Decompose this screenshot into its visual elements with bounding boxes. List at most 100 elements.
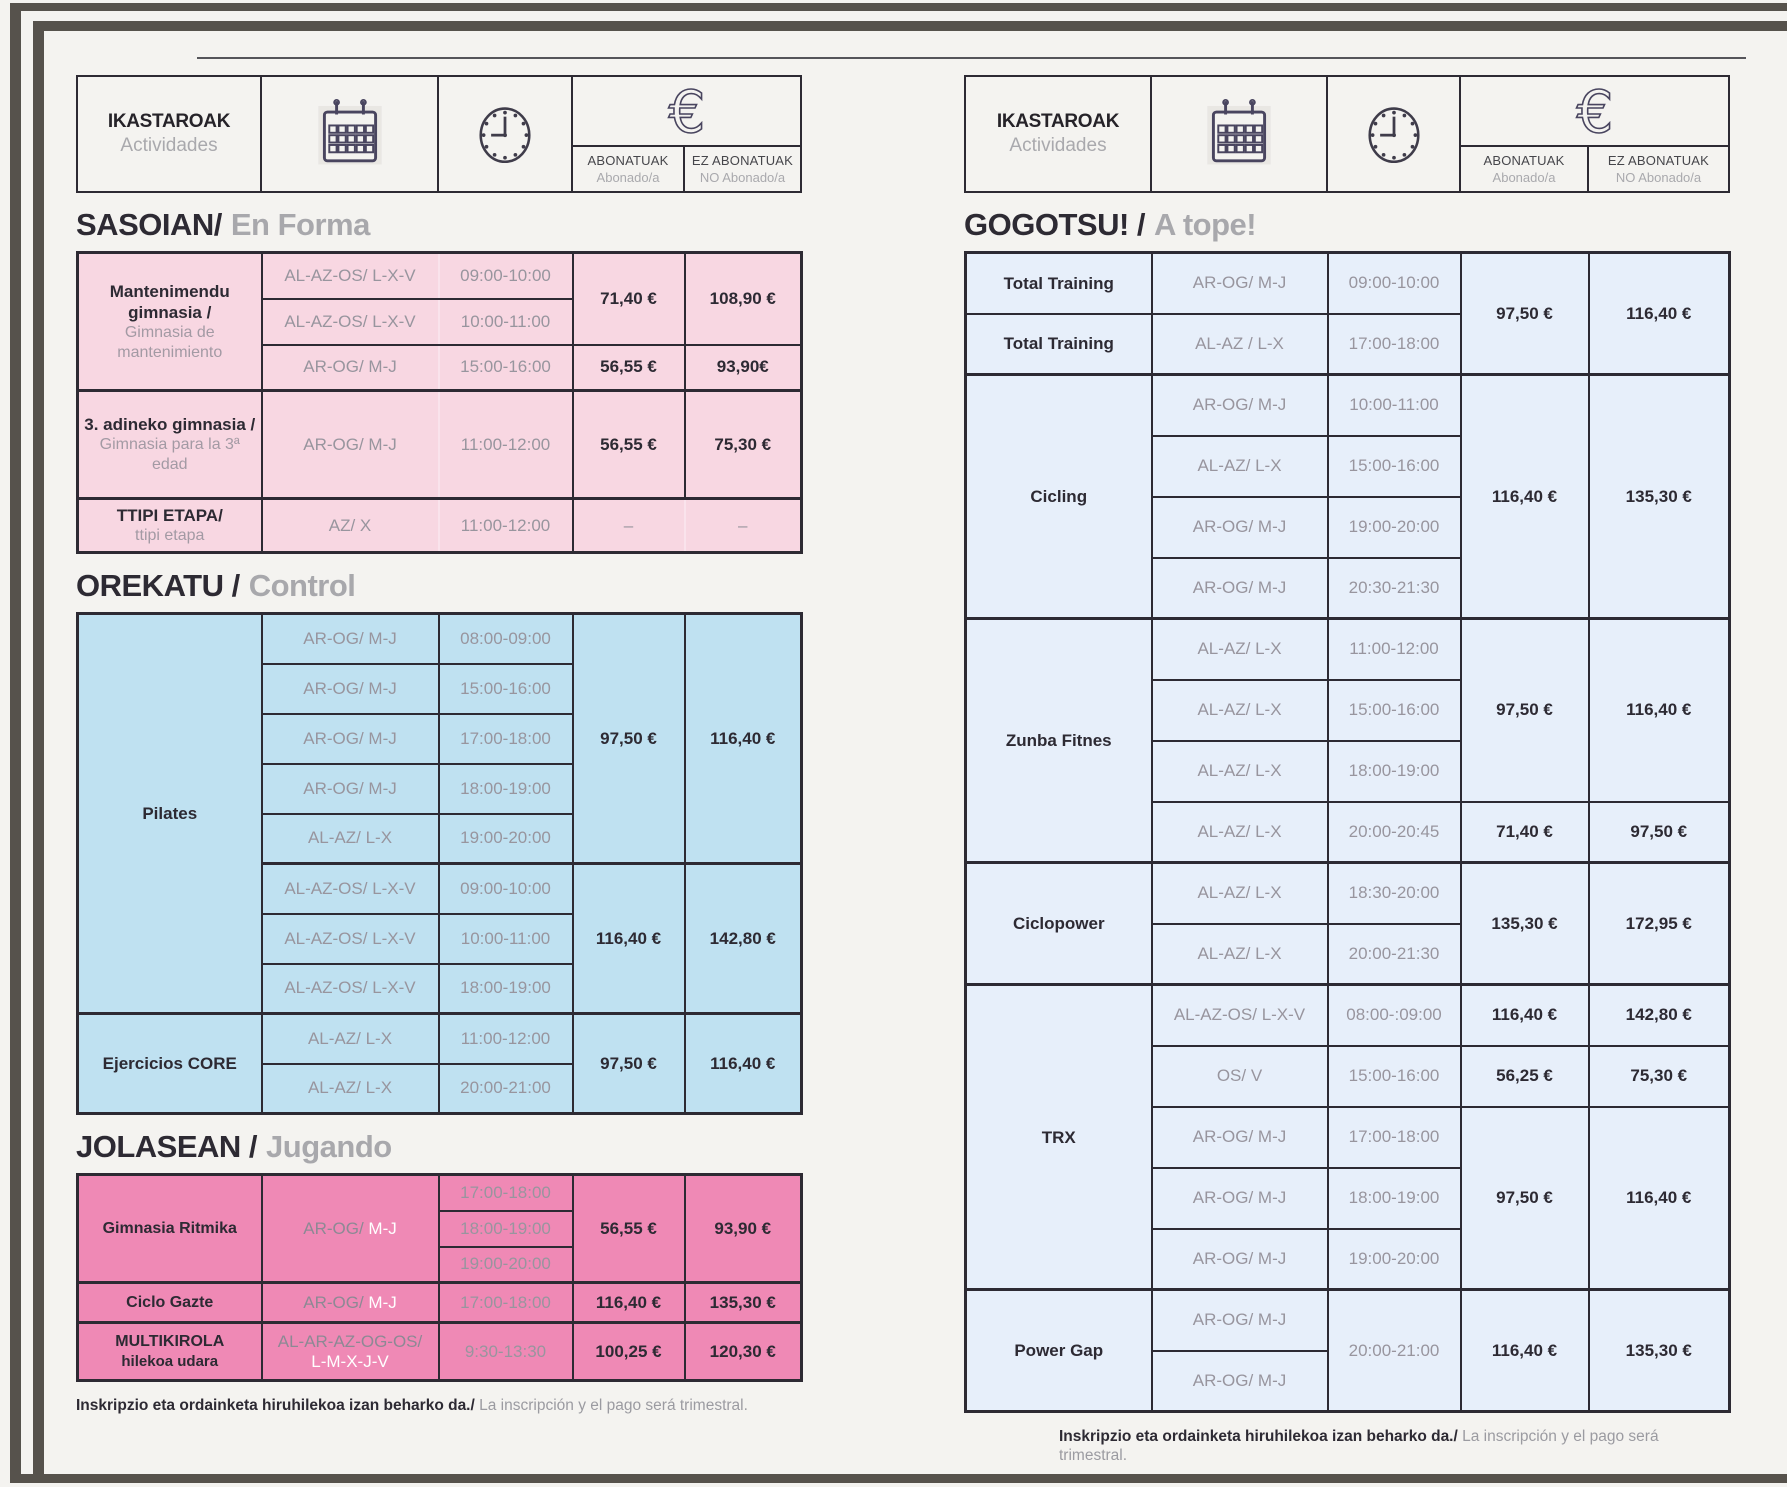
- activity-cell: TRX: [964, 983, 1153, 1291]
- days-cell: AL-AZ-OS/ L-X-V: [260, 297, 440, 346]
- days-cell: AR-OG/ M-J: [260, 662, 440, 715]
- page-subtitle: Actividades: [120, 135, 218, 156]
- time-cell: 17:00-18:00: [1326, 1105, 1462, 1169]
- activity-cell: Ejercicios CORE: [76, 1012, 263, 1115]
- activity-cell: Power Gap: [964, 1288, 1153, 1413]
- time-cell: 20:00-20:45: [1326, 800, 1462, 864]
- time-cell: 19:00-20:00: [437, 812, 574, 865]
- price-member-cell: –: [571, 497, 686, 554]
- time-cell: 18:00-19:00: [437, 762, 574, 815]
- activity-cell: Zunba Fitnes: [964, 617, 1153, 864]
- orekatu-table: Pilates AR-OG/ M-J 08:00-09:00 97,50 € 1…: [76, 612, 803, 1115]
- time-cell: 18:00-19:00: [437, 1209, 574, 1248]
- days-cell: AL-AZ/ L-X: [1150, 678, 1329, 742]
- price-member-cell: 100,25 €: [571, 1321, 686, 1382]
- days-cell: AL-AZ/ L-X: [1150, 434, 1329, 498]
- days-cell: AR-OG/ M-J: [1150, 251, 1329, 315]
- days-cell: AR-OG/ M-J: [1150, 373, 1329, 437]
- price-nonmember-cell: 142,80 €: [683, 862, 803, 1015]
- time-cell: 17:00-18:00: [437, 712, 574, 765]
- section-title-sasoian: SASOIAN/En Forma: [76, 207, 370, 242]
- days-cell: AL-AZ-OS/ L-X-V: [260, 251, 440, 300]
- member-column-header: ABONATUAK Abonado/a: [1459, 145, 1589, 193]
- page-title: IKASTAROAK: [996, 111, 1120, 132]
- price-nonmember-cell: 116,40 €: [683, 612, 803, 865]
- days-cell: AR-OG/ M-J: [260, 762, 440, 815]
- time-cell: 15:00-16:00: [1326, 434, 1462, 498]
- nonmember-column-header: EZ ABONATUAK NO Abonado/a: [1587, 145, 1730, 193]
- time-cell: 09:00-10:00: [437, 862, 574, 915]
- top-rule-line: [197, 57, 1746, 59]
- time-cell: 20:00-21:30: [1326, 922, 1462, 986]
- price-member-cell: 116,40 €: [1459, 373, 1590, 620]
- activity-cell: Pilates: [76, 612, 263, 1015]
- days-cell: AL-AZ/ L-X: [1150, 739, 1329, 803]
- price-nonmember-cell: 108,90 €: [683, 251, 803, 346]
- days-cell: AR-OG/ M-J: [260, 1281, 440, 1324]
- page-title: IKASTAROAK: [107, 111, 231, 132]
- footer-note-right: Inskripzio eta ordainketa hiruhilekoa iz…: [1059, 1428, 1659, 1464]
- time-cell: 08:00-09:00: [437, 612, 574, 665]
- time-cell: 11:00-12:00: [437, 389, 574, 500]
- days-cell: AL-AZ / L-X: [1150, 312, 1329, 376]
- price-nonmember-cell: 97,50 €: [1587, 800, 1731, 864]
- price-member-cell: 71,40 €: [571, 251, 686, 346]
- days-cell: AR-OG/ M-J: [1150, 556, 1329, 620]
- frame-left-outer: [10, 3, 21, 1483]
- price-member-cell: 56,25 €: [1459, 1044, 1590, 1108]
- clock-icon: [1367, 107, 1420, 164]
- calendar-header-cell: [1150, 75, 1328, 193]
- svg-text:€: €: [1576, 80, 1613, 142]
- time-cell: 17:00-18:00: [1326, 312, 1462, 376]
- activity-cell: Cicling: [964, 373, 1153, 620]
- euro-icon: €: [1575, 80, 1614, 142]
- time-cell: 15:00-16:00: [1326, 1044, 1462, 1108]
- price-nonmember-cell: 142,80 €: [1587, 983, 1731, 1047]
- time-cell: 20:00-21:00: [1326, 1288, 1462, 1413]
- days-cell: AL-AZ-OS/ L-X-V: [1150, 983, 1329, 1047]
- header-title-cell: IKASTAROAK Actividades: [964, 75, 1152, 193]
- time-cell: 9:30-13:30: [437, 1321, 574, 1382]
- price-nonmember-cell: 75,30 €: [683, 389, 803, 500]
- section-title-orekatu: OREKATU / Control: [76, 568, 356, 603]
- days-cell: AL-AZ/ L-X: [1150, 800, 1329, 864]
- svg-text:€: €: [668, 80, 705, 142]
- frame-left-inner: [33, 21, 44, 1475]
- activity-cell: Mantenimendu gimnasia / Gimnasia de mant…: [76, 251, 263, 392]
- price-member-cell: 56,55 €: [571, 343, 686, 392]
- price-member-cell: 97,50 €: [571, 1012, 686, 1115]
- time-cell: 08:00-:09:00: [1326, 983, 1462, 1047]
- time-cell: 11:00-12:00: [437, 1012, 574, 1065]
- time-cell: 18:00-19:00: [1326, 1166, 1462, 1230]
- page-subtitle: Actividades: [1009, 135, 1107, 156]
- time-cell: 19:00-20:00: [437, 1245, 574, 1284]
- time-cell: 10:00-11:00: [1326, 373, 1462, 437]
- days-cell: AL-AZ/ L-X: [1150, 861, 1329, 925]
- price-nonmember-cell: 116,40 €: [1587, 251, 1731, 376]
- member-column-header: ABONATUAK Abonado/a: [571, 145, 685, 193]
- time-cell: 18:00-19:00: [1326, 739, 1462, 803]
- left-header-table: IKASTAROAK Actividades: [76, 75, 802, 193]
- days-cell: AL-AZ-OS/ L-X-V: [260, 962, 440, 1015]
- clock-header-cell: [1326, 75, 1461, 193]
- days-cell: AR-OG/ M-J: [260, 712, 440, 765]
- days-cell: AL-AZ/ L-X: [1150, 922, 1329, 986]
- price-nonmember-cell: 135,30 €: [1587, 373, 1731, 620]
- price-member-cell: 116,40 €: [1459, 983, 1590, 1047]
- time-cell: 15:00-16:00: [437, 343, 574, 392]
- days-cell: AR-OG/ M-J: [1150, 1288, 1329, 1352]
- days-cell: AL-AZ/ L-X: [1150, 617, 1329, 681]
- time-cell: 11:00-12:00: [437, 497, 574, 554]
- days-cell: OS/ V: [1150, 1044, 1329, 1108]
- time-cell: 19:00-20:00: [1326, 1227, 1462, 1291]
- section-title-gogotsu: GOGOTSU! / A tope!: [964, 207, 1257, 242]
- time-cell: 09:00-10:00: [1326, 251, 1462, 315]
- price-member-cell: 135,30 €: [1459, 861, 1590, 986]
- time-cell: 17:00-18:00: [437, 1173, 574, 1212]
- activity-cell: Total Training: [964, 251, 1153, 315]
- price-nonmember-cell: –: [683, 497, 803, 554]
- price-member-cell: 97,50 €: [1459, 251, 1590, 376]
- right-column: IKASTAROAK Actividades: [964, 75, 1731, 1465]
- time-cell: 11:00-12:00: [1326, 617, 1462, 681]
